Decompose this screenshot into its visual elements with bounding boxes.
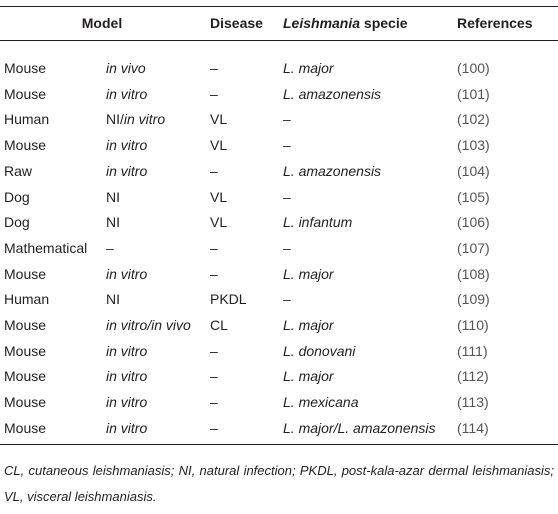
table-cell: Dog <box>4 214 30 231</box>
table-cell: Human <box>4 291 50 308</box>
column-header: Model <box>81 15 123 31</box>
table-cell: NI <box>106 213 120 231</box>
table-cell: CL <box>210 317 228 333</box>
text-segment: in vitro <box>123 111 166 128</box>
table-cell: in vitro <box>106 419 148 436</box>
table-cell: L. donovani <box>283 342 356 359</box>
column-header: Disease <box>210 15 263 31</box>
reference: (100) <box>457 60 490 76</box>
reference: (107) <box>457 239 490 256</box>
table-cell: – <box>210 60 218 76</box>
table-cell: Mouse <box>4 342 47 359</box>
table-cell: Mouse <box>4 394 47 411</box>
reference: (102) <box>457 111 490 128</box>
table-cell: in vitro/in vivo <box>106 317 191 333</box>
bottom-rule <box>0 444 558 445</box>
table-cell: NI <box>106 290 120 308</box>
table-cell: Raw <box>4 162 33 179</box>
table-cell: Mouse <box>4 317 47 333</box>
table-cell: in vitro <box>106 85 148 102</box>
text-segment: NI/ <box>106 111 124 128</box>
table-cell: VL <box>210 137 228 154</box>
table-cell: in vitro <box>106 137 148 154</box>
table-cell: in vitro <box>106 394 148 411</box>
table-cell: – <box>210 394 218 411</box>
table-cell: Mouse <box>4 137 47 154</box>
table-cell: – <box>283 239 291 256</box>
table-cell: PKDL <box>210 291 247 308</box>
reference: (114) <box>457 419 489 436</box>
reference: (103) <box>457 137 490 154</box>
table-cell: in vitro <box>106 265 148 282</box>
table-cell: L. infantum <box>283 214 353 231</box>
table-cell: in vitro <box>106 342 148 359</box>
reference: (111) <box>457 342 488 359</box>
text-segment: NI <box>106 188 120 205</box>
reference: (109) <box>457 291 490 308</box>
text-segment: specie <box>360 15 408 31</box>
table-cell: – <box>283 137 291 154</box>
table-cell: L. mexicana <box>283 394 359 411</box>
column-header: Leishmania specie <box>283 14 408 32</box>
table-cell: – <box>210 85 218 102</box>
table-cell: – <box>106 239 114 256</box>
table-cell: – <box>283 111 291 128</box>
table-cell: VL <box>210 214 228 231</box>
table-cell: L. amazonensis <box>283 85 382 102</box>
table-cell: NI/in vitro <box>106 110 165 128</box>
table-cell: VL <box>210 111 228 128</box>
table-cell: Mouse <box>4 265 47 282</box>
table-cell: – <box>210 368 218 385</box>
table-cell: – <box>210 162 218 179</box>
table-cell: Human <box>4 111 50 128</box>
table-cell: Mouse <box>4 368 47 385</box>
table-cell: in vitro <box>106 368 148 385</box>
text-segment: NI <box>106 291 120 308</box>
reference: (108) <box>457 265 490 282</box>
table-cell: NI <box>106 188 120 206</box>
reference: (105) <box>457 188 490 205</box>
table-cell: – <box>210 419 218 436</box>
table-cell: Mouse <box>4 60 47 76</box>
table-cell: L. major <box>283 317 334 333</box>
table-cell: Mouse <box>4 419 47 436</box>
table-cell: Dog <box>4 188 30 205</box>
footnote: CL, cutaneous leishmaniasis; NI, natural… <box>4 463 554 504</box>
reference: (112) <box>457 368 489 385</box>
table-cell: Mouse <box>4 85 47 102</box>
table-cell: – <box>210 239 218 256</box>
reference: (104) <box>457 162 490 179</box>
column-header: References <box>457 15 533 31</box>
table-cell: – <box>283 188 291 205</box>
reference: (101) <box>457 85 490 102</box>
text-segment: NI <box>106 214 120 231</box>
text-segment: Leishmania <box>283 15 361 31</box>
table-cell: – <box>283 291 291 308</box>
table-cell: L. major <box>283 60 334 76</box>
reference: (110) <box>457 317 489 333</box>
table-cell: L. major <box>283 368 334 385</box>
table-cell: – <box>210 342 218 359</box>
table-cell: in vitro <box>106 162 148 179</box>
table-cell: L. major/L. amazonensis <box>283 419 436 436</box>
header-rule <box>0 40 558 41</box>
table-cell: in vivo <box>106 60 146 76</box>
table-cell: L. amazonensis <box>283 162 382 179</box>
table-cell: VL <box>210 188 228 205</box>
table-cell: Mathematical <box>4 239 88 256</box>
table-cell: – <box>210 265 218 282</box>
reference: (113) <box>457 394 489 411</box>
reference: (106) <box>457 214 490 231</box>
table-cell: L. major <box>283 265 334 282</box>
top-rule <box>0 6 558 7</box>
